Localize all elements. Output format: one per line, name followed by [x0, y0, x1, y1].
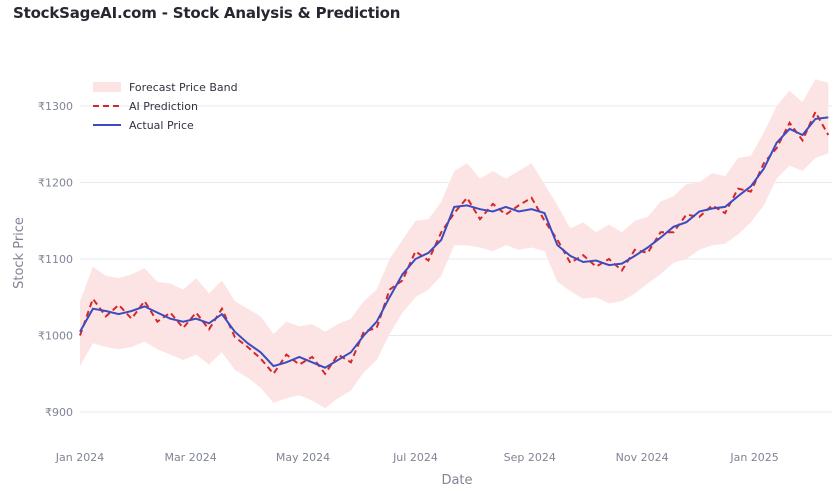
- y-axis-title: Stock Price: [12, 217, 27, 289]
- x-tick-label: Jan 2025: [729, 451, 778, 464]
- y-axis-ticks: ₹900 ₹1000 ₹1100 ₹1200 ₹1300: [38, 100, 73, 419]
- chart-legend: Forecast Price Band AI Prediction Actual…: [93, 81, 238, 132]
- page-title: StockSageAI.com - Stock Analysis & Predi…: [13, 4, 401, 22]
- actual-price-line: [79, 116, 829, 369]
- y-tick-label: ₹1100: [38, 253, 73, 266]
- y-tick-label: ₹900: [45, 406, 73, 419]
- ai-prediction-line: [79, 109, 830, 376]
- legend-prediction-label: AI Prediction: [129, 100, 198, 113]
- x-tick-label: Mar 2024: [164, 451, 216, 464]
- x-tick-label: Sep 2024: [504, 451, 556, 464]
- forecast-price-band: [80, 79, 829, 409]
- legend-band-label: Forecast Price Band: [129, 81, 238, 94]
- x-axis-title: Date: [441, 473, 472, 488]
- y-tick-label: ₹1200: [38, 176, 73, 189]
- x-tick-label: Nov 2024: [616, 451, 669, 464]
- grid-lines: [80, 105, 832, 413]
- x-tick-label: Jan 2024: [55, 451, 104, 464]
- x-tick-label: Jul 2024: [392, 451, 438, 464]
- y-tick-label: ₹1300: [38, 100, 73, 113]
- y-tick-label: ₹1000: [38, 330, 73, 343]
- legend-band-swatch: [93, 82, 121, 92]
- legend-actual-label: Actual Price: [129, 119, 194, 132]
- x-axis-ticks: Jan 2024 Mar 2024 May 2024 Jul 2024 Sep 2024…: [55, 451, 779, 464]
- x-tick-label: May 2024: [276, 451, 330, 464]
